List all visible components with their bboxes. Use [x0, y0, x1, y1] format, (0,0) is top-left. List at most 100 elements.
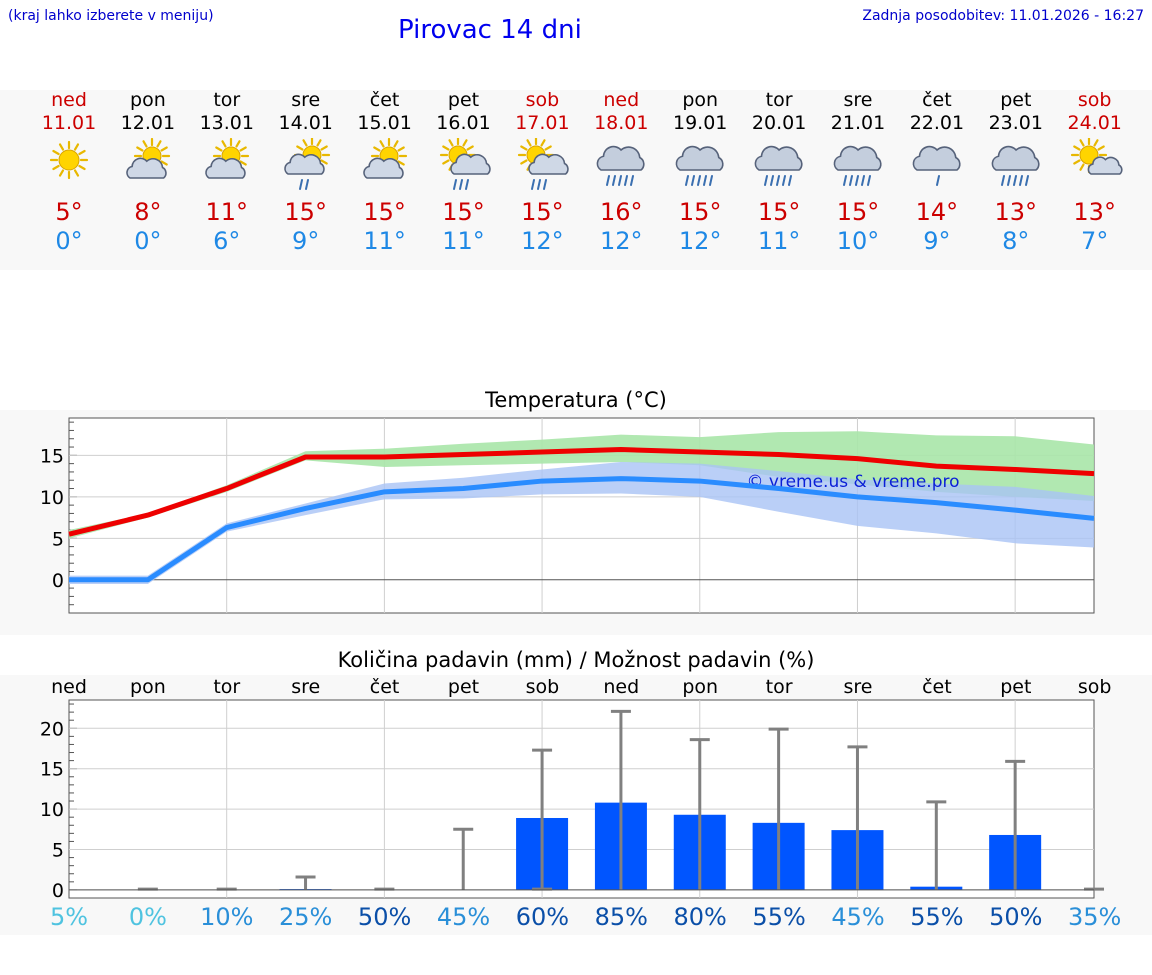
min-temperature: 7°: [1081, 227, 1109, 255]
day-name: ned: [603, 89, 640, 111]
day-name: pon: [130, 89, 166, 111]
max-temperature: 8°: [134, 198, 162, 226]
partly-cloudy-icon: [362, 138, 407, 179]
precipitation-day-label: tor: [765, 676, 793, 698]
day-date: 24.01: [1067, 112, 1122, 134]
min-temperature: 12°: [521, 227, 564, 255]
min-temperature: 11°: [757, 227, 801, 255]
precipitation-chance: 45%: [436, 903, 491, 931]
day-date: 15.01: [357, 112, 412, 134]
precipitation-day-label: pon: [130, 676, 166, 698]
min-temperature: 9°: [923, 227, 951, 255]
precipitation-chance: 0%: [128, 903, 167, 931]
precipitation-day-label: pet: [447, 676, 480, 698]
day-date: 22.01: [909, 112, 965, 134]
max-temperature: 15°: [836, 198, 880, 226]
day-name: čet: [369, 89, 400, 111]
precipitation-day-label: tor: [213, 676, 241, 698]
rain-cloud-icon: [675, 145, 724, 186]
day-name: čet: [922, 89, 952, 111]
precipitation-day-label: pon: [682, 676, 719, 698]
max-temperature: 14°: [915, 198, 959, 226]
max-temperature: 15°: [442, 198, 485, 226]
max-temperature: 15°: [757, 198, 801, 226]
day-date: 17.01: [515, 112, 570, 134]
max-temperature: 15°: [678, 198, 722, 226]
max-temperature: 11°: [205, 198, 249, 226]
min-temperature: 12°: [678, 227, 722, 255]
last-updated: Zadnja posodobitev: 11.01.2026 - 16:27: [862, 8, 1144, 24]
max-temperature: 13°: [994, 198, 1038, 226]
partly-cloudy-icon: [126, 138, 170, 179]
day-name: sob: [1077, 89, 1112, 111]
precipitation-chance: 80%: [673, 903, 727, 931]
precipitation-chance: 50%: [357, 903, 412, 931]
sun-cloud-rain-icon: [439, 138, 491, 190]
day-date: 19.01: [672, 112, 728, 134]
precipitation-chance: 5%: [49, 903, 89, 931]
day-date: 11.01: [41, 112, 97, 134]
precipitation-band: [0, 675, 1152, 935]
rain-cloud-icon: [596, 145, 645, 186]
precipitation-chance: 35%: [1068, 903, 1122, 931]
max-temperature: 16°: [600, 198, 643, 226]
day-name: tor: [765, 89, 793, 111]
min-temperature: 10°: [836, 227, 880, 255]
precipitation-chance: 45%: [831, 903, 885, 931]
precipitation-chance: 55%: [752, 903, 806, 931]
partly-cloudy-icon: [205, 138, 249, 179]
precipitation-chance: 25%: [279, 903, 333, 931]
max-temperature: 15°: [284, 198, 327, 226]
precipitation-chance: 50%: [989, 903, 1043, 931]
light-rain-cloud-icon: [912, 145, 961, 186]
day-date: 12.01: [120, 112, 176, 134]
max-temperature: 15°: [363, 198, 406, 226]
day-name: ned: [51, 89, 87, 111]
max-temperature: 5°: [55, 198, 83, 226]
day-name: pet: [447, 89, 480, 111]
sun-cloud-rain-icon: [518, 138, 570, 190]
sun-cloud-icon: [1070, 138, 1123, 175]
precipitation-chance: 60%: [515, 903, 570, 931]
min-temperature: 11°: [363, 227, 406, 255]
precipitation-day-label: sre: [291, 676, 321, 698]
day-date: 21.01: [830, 112, 886, 134]
rain-cloud-icon: [754, 145, 803, 186]
day-date: 23.01: [988, 112, 1043, 134]
forecast-band: [0, 90, 1152, 270]
precipitation-day-label: čet: [922, 676, 952, 698]
precipitation-chance: 55%: [910, 903, 964, 931]
sun-cloud-light-rain-icon: [283, 138, 330, 190]
day-name: sre: [291, 89, 321, 111]
precipitation-day-label: ned: [51, 676, 87, 698]
min-temperature: 9°: [292, 227, 320, 255]
day-name: tor: [213, 89, 241, 111]
min-temperature: 8°: [1002, 227, 1030, 255]
precipitation-chance: 85%: [594, 903, 648, 931]
sun-icon: [49, 140, 89, 180]
page-title: Pirovac 14 dni: [398, 15, 582, 45]
min-temperature: 6°: [213, 227, 241, 255]
precipitation-day-label: sre: [843, 676, 873, 698]
precipitation-day-label: pet: [1000, 676, 1032, 698]
min-temperature: 0°: [55, 227, 83, 255]
day-date: 20.01: [751, 112, 807, 134]
location-hint: (kraj lahko izberete v meniju): [8, 8, 214, 24]
day-date: 16.01: [436, 112, 491, 134]
rain-cloud-icon: [833, 145, 882, 186]
precipitation-chart-title: Količina padavin (mm) / Možnost padavin …: [337, 648, 815, 672]
precipitation-day-label: sob: [1077, 676, 1112, 698]
day-name: pon: [682, 89, 719, 111]
rain-cloud-icon: [991, 145, 1040, 186]
max-temperature: 13°: [1073, 198, 1116, 226]
max-temperature: 15°: [521, 198, 564, 226]
min-temperature: 12°: [600, 227, 643, 255]
temperature-band: [0, 410, 1152, 635]
day-date: 14.01: [278, 112, 333, 134]
temperature-chart-title: Temperatura (°C): [485, 388, 667, 412]
min-temperature: 0°: [134, 227, 162, 255]
precipitation-day-label: sob: [525, 676, 560, 698]
day-name: sre: [843, 89, 873, 111]
precipitation-day-label: čet: [369, 676, 400, 698]
day-date: 13.01: [199, 112, 254, 134]
